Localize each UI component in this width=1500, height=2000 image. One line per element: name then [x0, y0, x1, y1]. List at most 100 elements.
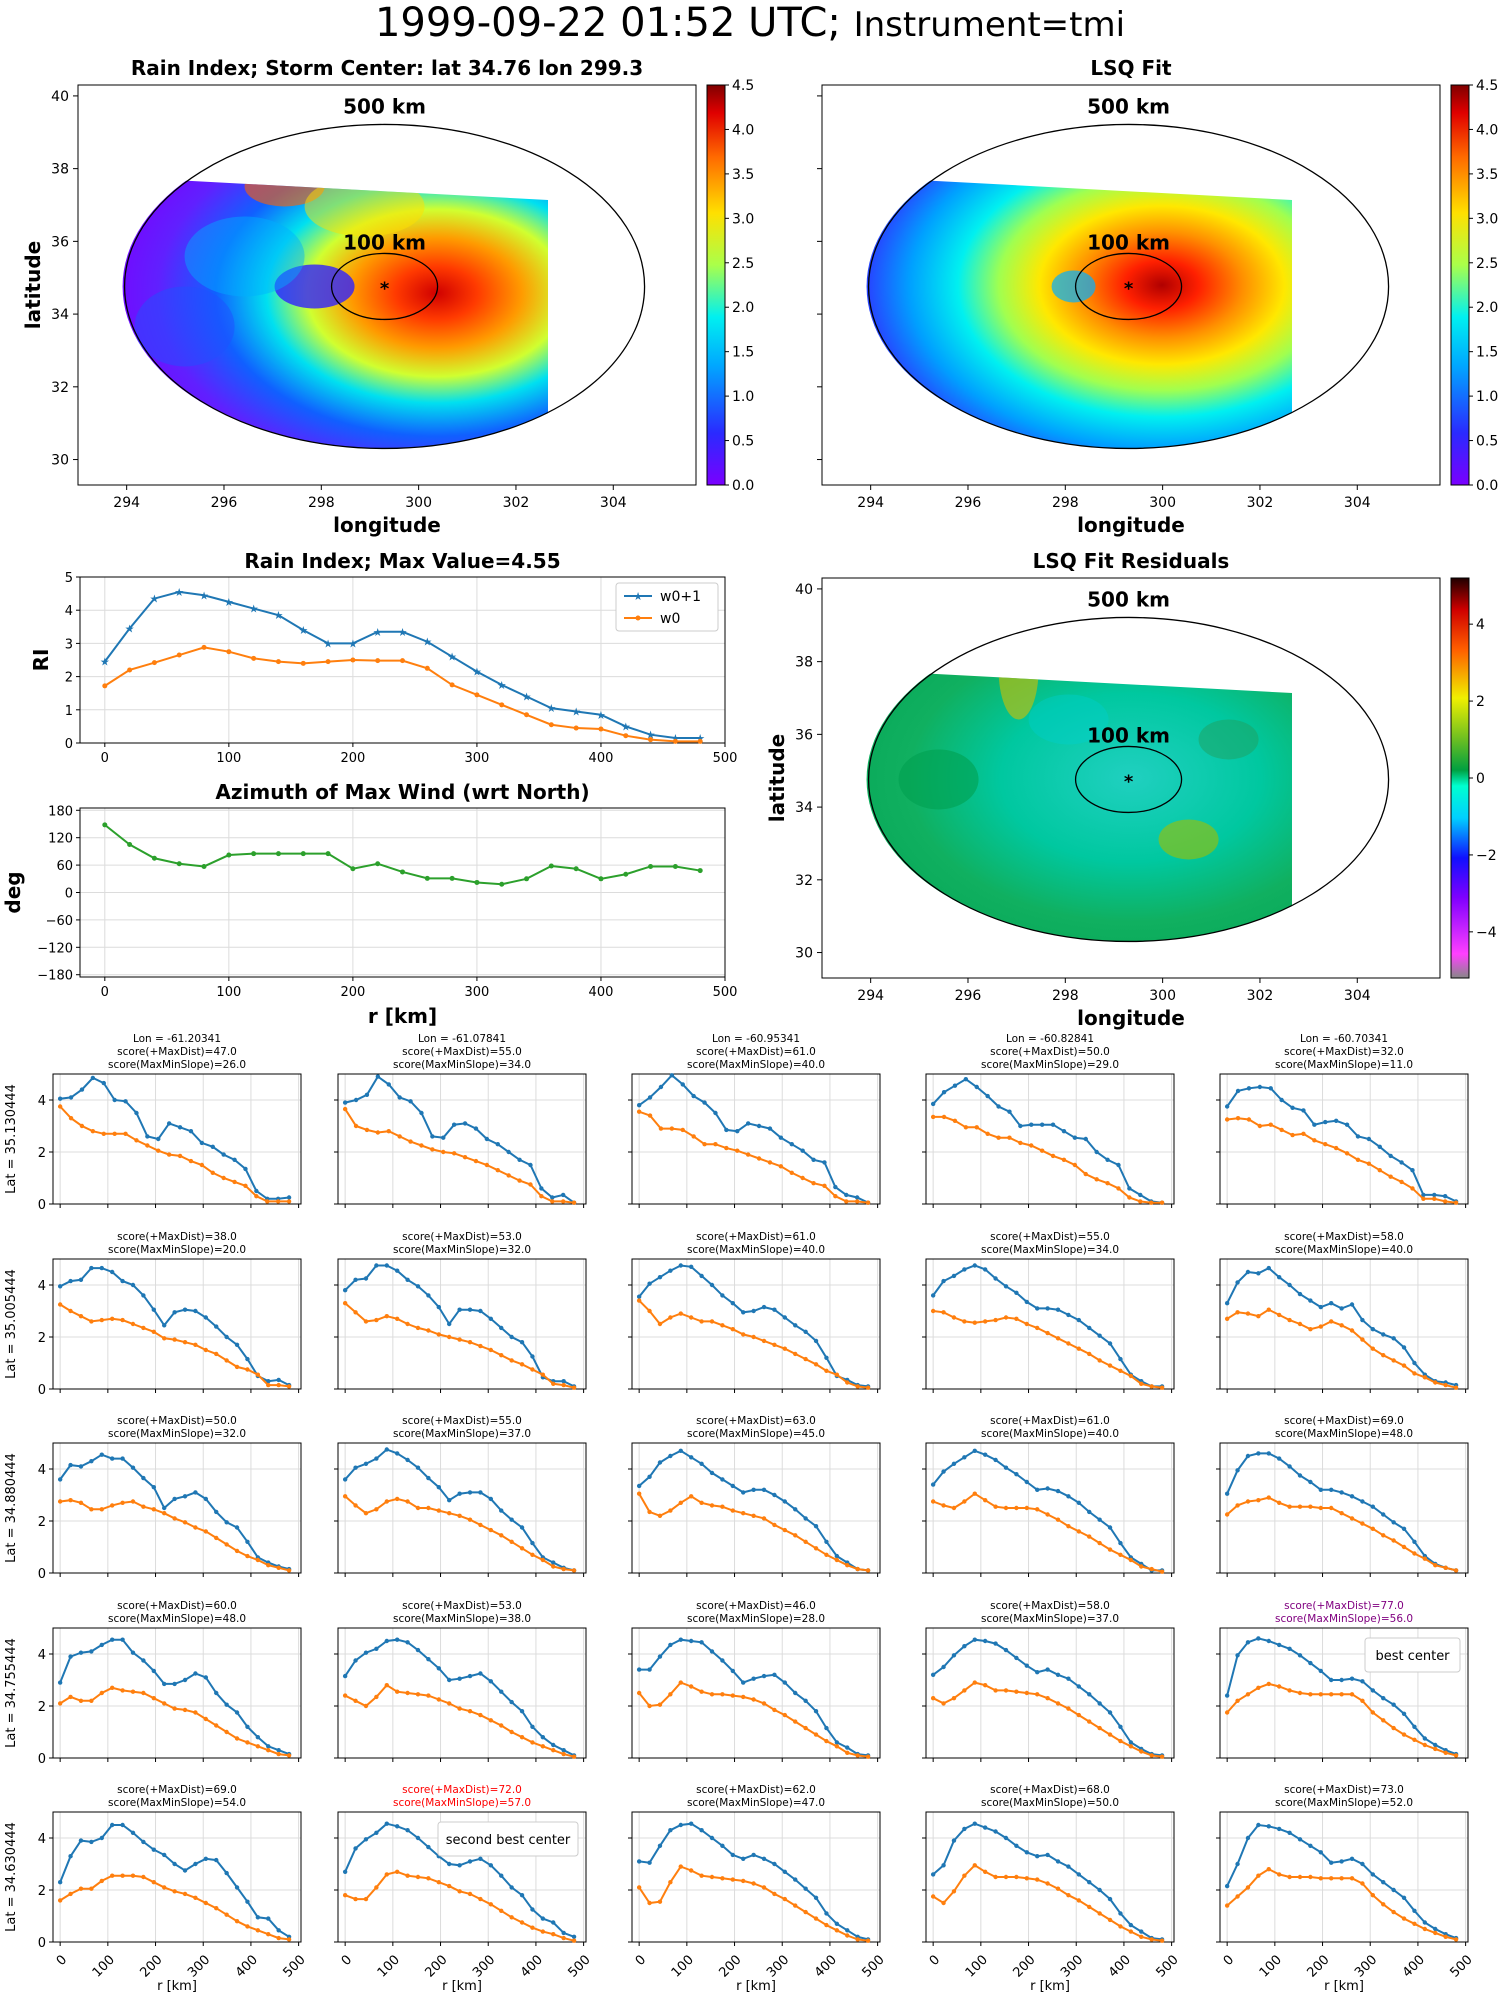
data-point: [767, 1160, 773, 1165]
data-point: [457, 1863, 462, 1868]
data-point: [560, 1192, 566, 1198]
data-point: [735, 1148, 740, 1153]
data-point: [1235, 1310, 1240, 1315]
data-point: [813, 1546, 819, 1551]
data-point: [1329, 1301, 1334, 1306]
data-point: [1412, 1371, 1417, 1376]
y-tick-label: 0: [65, 737, 73, 752]
data-point: [1018, 1123, 1023, 1129]
data-point: [193, 1342, 198, 1348]
data-point: [1433, 1926, 1438, 1932]
map-frame: [821, 577, 1441, 979]
data-point: [374, 1830, 379, 1836]
cell-score-maxminslope: score(MaxMinSlope)=38.0: [393, 1613, 531, 1625]
chart-title: Azimuth of Max Wind (wrt North): [215, 780, 589, 804]
data-point: [772, 1522, 777, 1528]
data-point: [528, 1182, 533, 1187]
map-feature: [1158, 819, 1219, 860]
cell-score-maxminslope: score(MaxMinSlope)=34.0: [393, 1059, 531, 1071]
cell-score-maxdist: score(+MaxDist)=60.0: [117, 1600, 237, 1612]
data-point: [1035, 1670, 1040, 1675]
map-feature: [1028, 694, 1109, 745]
data-point: [415, 1465, 421, 1470]
data-point: [1339, 1859, 1344, 1864]
y-tick-label: 0: [38, 1936, 46, 1951]
x-tick-label: 200: [422, 1952, 450, 1980]
cell-score-maxminslope: score(MaxMinSlope)=34.0: [981, 1244, 1119, 1256]
data-point: [266, 1744, 271, 1749]
data-point: [266, 1932, 271, 1937]
data-point: [803, 1329, 808, 1335]
data-point: [430, 1134, 435, 1139]
x-tick-label: 304: [600, 495, 627, 511]
data-point: [384, 1499, 389, 1504]
data-point: [930, 1894, 936, 1899]
x-tick-label: 500: [566, 1952, 594, 1980]
data-point: [353, 1123, 359, 1129]
data-point: [162, 1852, 167, 1858]
colorbar-tick-label: 2.5: [1476, 256, 1498, 272]
data-point: [353, 1503, 358, 1508]
data-point: [226, 852, 232, 858]
chart-title: Rain Index; Max Value=4.55: [244, 549, 560, 573]
data-point: [941, 1900, 946, 1906]
data-point: [478, 1896, 483, 1902]
data-point: [647, 1509, 652, 1515]
data-point: [436, 1880, 442, 1885]
data-point: [394, 1316, 400, 1322]
data-point: [1401, 1732, 1407, 1737]
data-point: [598, 726, 604, 732]
data-point: [488, 1347, 494, 1353]
data-point: [234, 1525, 240, 1530]
data-point: ★: [274, 609, 284, 622]
data-point: [363, 1319, 369, 1324]
x-tick-label: 400: [1106, 1952, 1134, 1980]
series-line-0: [104, 590, 701, 740]
data-point: [1308, 1298, 1313, 1303]
data-point: [1349, 1692, 1355, 1697]
plot-frame: [52, 1442, 302, 1574]
data-point: [1139, 1564, 1144, 1569]
plot-frame: [52, 1627, 302, 1759]
data-point: [426, 1693, 431, 1698]
data-point: [699, 1319, 704, 1324]
data-point: [811, 1181, 816, 1186]
data-point: [1127, 1195, 1132, 1200]
data-point: [658, 1126, 664, 1131]
data-point: [424, 665, 430, 671]
data-point: [1276, 1826, 1282, 1832]
data-point: [688, 1638, 694, 1644]
data-point: [993, 1688, 998, 1693]
data-point: [447, 1677, 452, 1683]
data-point: [1268, 1086, 1273, 1091]
data-point: [57, 1477, 63, 1482]
y-tick-label: 30: [51, 453, 69, 469]
data-point: [772, 1707, 777, 1713]
data-point: [724, 1145, 729, 1151]
data-point: [89, 1649, 94, 1654]
data-point: [488, 1679, 494, 1684]
data-point: [811, 1157, 816, 1163]
data-point: [286, 1195, 292, 1200]
data-point: [255, 1372, 261, 1377]
data-point: [172, 1496, 177, 1502]
data-point: [394, 1637, 400, 1642]
data-point: [720, 1658, 725, 1663]
data-point: ★: [348, 637, 358, 650]
data-point: [457, 1706, 462, 1711]
data-point: [741, 1511, 746, 1516]
colorbar-tick-label: 4.0: [732, 122, 754, 138]
data-point: [325, 851, 331, 857]
data-point: [1055, 1859, 1061, 1864]
data-point: [1323, 1119, 1328, 1125]
data-point: [350, 657, 356, 663]
data-point: [709, 1692, 715, 1697]
data-point: [1381, 1512, 1386, 1517]
y-tick-label: 2: [38, 1884, 46, 1899]
data-point: [109, 1269, 115, 1275]
data-point: [436, 1508, 442, 1513]
data-point: [824, 1552, 829, 1558]
x-tick-label: 100: [216, 751, 241, 766]
data-point: [1087, 1351, 1092, 1357]
data-point: ★: [546, 702, 556, 715]
